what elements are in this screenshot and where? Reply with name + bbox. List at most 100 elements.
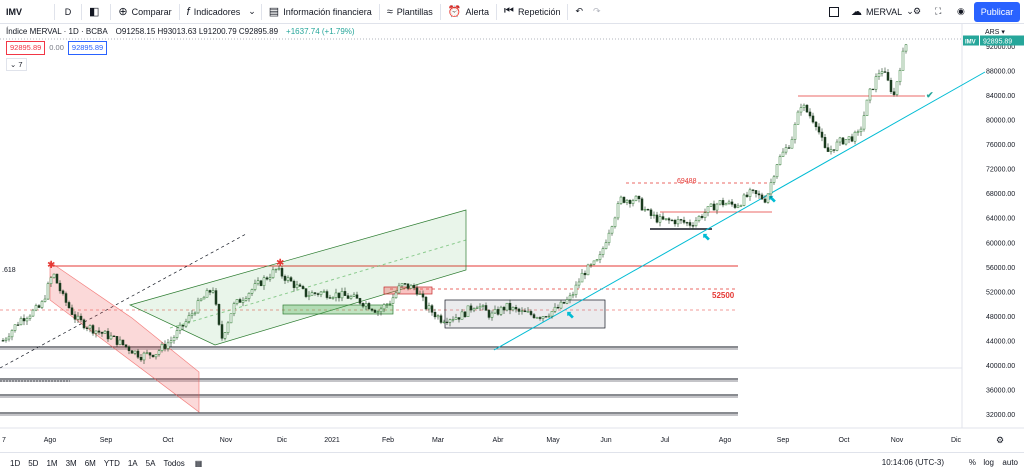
candle-body — [331, 297, 335, 299]
candle-body — [844, 139, 848, 145]
candle-body — [217, 304, 221, 325]
range-button-3m[interactable]: 3M — [65, 458, 77, 468]
candle-body — [742, 194, 746, 206]
range-button-ytd[interactable]: YTD — [103, 458, 120, 468]
auto-scale-button[interactable]: auto — [1002, 458, 1018, 467]
candle-body — [610, 226, 614, 234]
candle-body — [520, 310, 524, 312]
candle-body — [184, 321, 188, 327]
candle-body — [268, 277, 272, 280]
candle-body — [517, 308, 521, 312]
candle-body — [163, 344, 167, 349]
alarm-clock-icon: ⏰ — [447, 6, 462, 18]
candle-body — [769, 182, 773, 195]
compare-button[interactable]: ⊕ Comparar — [113, 0, 176, 24]
range-button-5d[interactable]: 5D — [28, 458, 39, 468]
replay-icon: ⏮ — [504, 5, 514, 17]
replay-label: Repetición — [517, 6, 561, 17]
candle-body — [154, 354, 158, 358]
arrow-up-icon: ⬉ — [566, 310, 574, 321]
candle-body — [772, 176, 776, 183]
time-tick-label: Sep — [777, 437, 790, 444]
range-button-1d[interactable]: 1D — [10, 458, 21, 468]
candle-body — [313, 292, 317, 294]
candle-body — [472, 308, 476, 311]
candle-body — [619, 196, 623, 204]
price-tick-label: 52000.00 — [986, 289, 1015, 296]
log-scale-button[interactable]: log — [983, 458, 994, 467]
time-tick-label: Dic — [277, 437, 288, 444]
candle-body — [877, 73, 881, 77]
candle-body — [832, 149, 836, 151]
redo-button[interactable]: ↷ — [588, 0, 606, 24]
candle-body — [394, 292, 398, 299]
price-tick-label: 48000.00 — [986, 314, 1015, 321]
undo-button[interactable]: ↶ — [570, 0, 588, 24]
alert-button[interactable]: ⏰ Alerta — [443, 0, 494, 24]
price-tick-label: 40000.00 — [986, 363, 1015, 370]
clock[interactable]: 10:14:06 (UTC-3) — [881, 458, 944, 467]
candle-body — [106, 330, 110, 340]
range-button-6m[interactable]: 6M — [84, 458, 96, 468]
range-button-5a[interactable]: 5A — [145, 458, 156, 468]
candle-body — [283, 275, 287, 281]
candle-body — [178, 324, 182, 331]
chart-type-button[interactable]: ◧ — [84, 0, 108, 24]
candle-body — [334, 292, 338, 298]
screenshot-button[interactable]: ◉ — [952, 0, 970, 24]
candle-body — [136, 350, 140, 358]
publish-button[interactable]: Publicar — [974, 2, 1020, 22]
symbol-search[interactable]: IMV — [6, 6, 23, 17]
buy-price[interactable]: 92895.89 — [67, 41, 108, 55]
range-button-1a[interactable]: 1A — [127, 458, 138, 468]
candle-body — [109, 335, 113, 340]
indicators-dropdown[interactable]: ⌄ — [248, 6, 256, 16]
candle-body — [166, 342, 170, 349]
candle-body — [49, 277, 53, 284]
candle-body — [904, 44, 908, 52]
fib-label: .618 — [2, 267, 16, 274]
candle-body — [112, 335, 116, 338]
candle-body — [199, 298, 203, 301]
layout-name-button[interactable]: ☁ MERVAL ⌄ — [846, 0, 919, 24]
range-button-1m[interactable]: 1M — [46, 458, 58, 468]
candle-body — [196, 300, 200, 314]
candle-body — [187, 315, 191, 322]
layout-select-button[interactable] — [824, 0, 844, 24]
candle-body — [76, 315, 80, 320]
candle-body — [823, 137, 827, 148]
candle-body — [805, 104, 809, 113]
price-chart[interactable]: ARS ▾92000.0088000.0084000.0080000.00760… — [0, 24, 1024, 454]
candle-body — [622, 196, 626, 203]
candle-body — [340, 291, 344, 299]
candle-body — [664, 218, 668, 220]
date-range-icon[interactable]: ▦ — [194, 458, 203, 468]
indicators-button[interactable]: f Indicadores — [182, 0, 246, 24]
candle-body — [421, 293, 425, 298]
candle-body — [385, 303, 389, 306]
undo-icon: ↶ — [575, 6, 584, 16]
settings-button[interactable]: ⚙ — [908, 0, 926, 24]
replay-button[interactable]: ⏮ Repetición — [499, 0, 565, 24]
candle-body — [565, 299, 569, 304]
peak-marker-icon: ✱ — [276, 258, 284, 269]
interval-button[interactable]: D — [64, 6, 72, 17]
candle-body — [796, 111, 800, 125]
candle-body — [40, 301, 44, 308]
candle-body — [685, 222, 689, 224]
percent-scale-button[interactable]: % — [968, 458, 976, 467]
sell-price[interactable]: 92895.89 — [6, 41, 46, 55]
candle-body — [850, 136, 854, 142]
price-tick-label: 32000.00 — [986, 412, 1015, 419]
candle-body — [100, 331, 104, 334]
candle-body — [883, 71, 887, 73]
templates-button[interactable]: ≈ Plantillas — [382, 0, 438, 24]
financials-button[interactable]: ▤ Información financiera — [264, 0, 377, 24]
candle-body — [448, 319, 452, 323]
range-button-todos[interactable]: Todos — [163, 458, 185, 468]
time-tick-label: Abr — [493, 437, 505, 444]
fullscreen-button[interactable]: ⛶ — [930, 0, 946, 24]
indicators-collapse-toggle[interactable]: ⌄ 7 — [6, 58, 27, 71]
candle-body — [427, 305, 431, 310]
candle-body — [454, 317, 458, 320]
